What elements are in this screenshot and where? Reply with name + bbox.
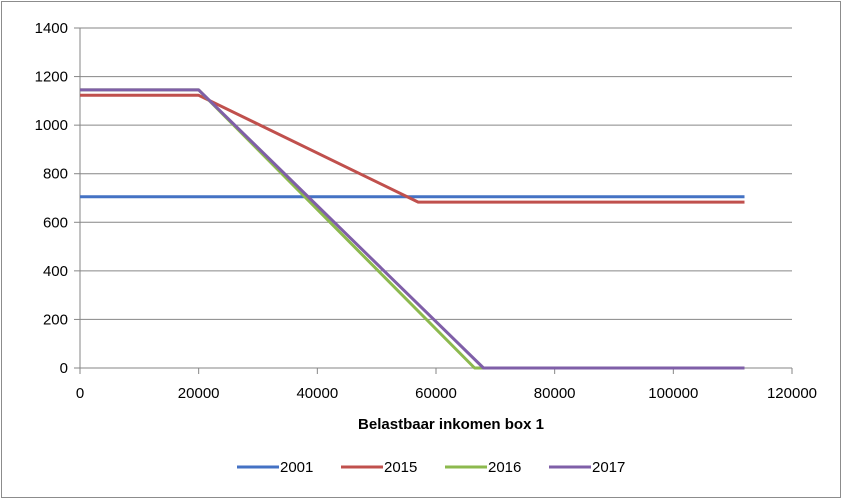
x-tick-label: 40000 <box>296 385 338 402</box>
y-tick-label: 0 <box>60 360 68 377</box>
y-tick-label: 1000 <box>35 117 68 134</box>
x-axis-label: Belastbaar inkomen box 1 <box>358 416 544 433</box>
y-tick-label: 200 <box>43 311 68 328</box>
y-tick-label: 800 <box>43 166 68 183</box>
series-line-2016 <box>80 88 745 370</box>
legend-label-2016: 2016 <box>488 459 521 476</box>
series-line-2015 <box>80 93 745 204</box>
series-line-2017 <box>80 88 745 370</box>
y-tick-label: 400 <box>43 263 68 280</box>
x-tick-label: 80000 <box>534 385 576 402</box>
x-tick-label: 0 <box>76 385 84 402</box>
legend: 2001 2015 2016 2017 <box>237 459 625 476</box>
legend-label-2017: 2017 <box>592 459 625 476</box>
y-tick-labels: 0 200 400 600 800 1000 1200 1400 <box>35 20 68 377</box>
y-tick-label: 1200 <box>35 69 68 86</box>
legend-label-2015: 2015 <box>384 459 417 476</box>
series-lines <box>80 88 745 370</box>
x-tick-label: 120000 <box>767 385 817 402</box>
x-tick-label: 60000 <box>415 385 457 402</box>
y-tick-label: 600 <box>43 214 68 231</box>
legend-label-2001: 2001 <box>280 459 313 476</box>
x-tick-labels: 0 20000 40000 60000 80000 100000 120000 <box>76 385 817 402</box>
x-tick-label: 20000 <box>178 385 220 402</box>
grid-lines <box>80 27 792 320</box>
x-tick-label: 100000 <box>648 385 698 402</box>
y-tick-label: 1400 <box>35 20 68 37</box>
